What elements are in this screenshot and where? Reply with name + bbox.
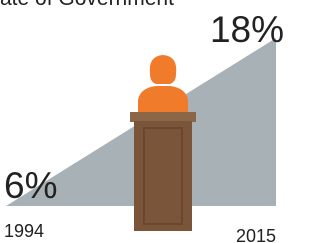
end-value: 18% <box>210 9 284 50</box>
speaker-figure <box>130 55 196 231</box>
page: ate of Government 18% 6% 1994 2015 (() =… <box>0 0 320 243</box>
title: ate of Government <box>0 0 174 10</box>
podium <box>134 121 192 231</box>
head <box>150 55 176 84</box>
podium-top <box>130 112 196 122</box>
end-year: 2015 <box>236 226 276 243</box>
start-value: 6% <box>4 165 57 206</box>
start-year: 1994 <box>4 221 44 241</box>
infographic: ate of Government 18% 6% 1994 2015 <box>0 0 293 243</box>
